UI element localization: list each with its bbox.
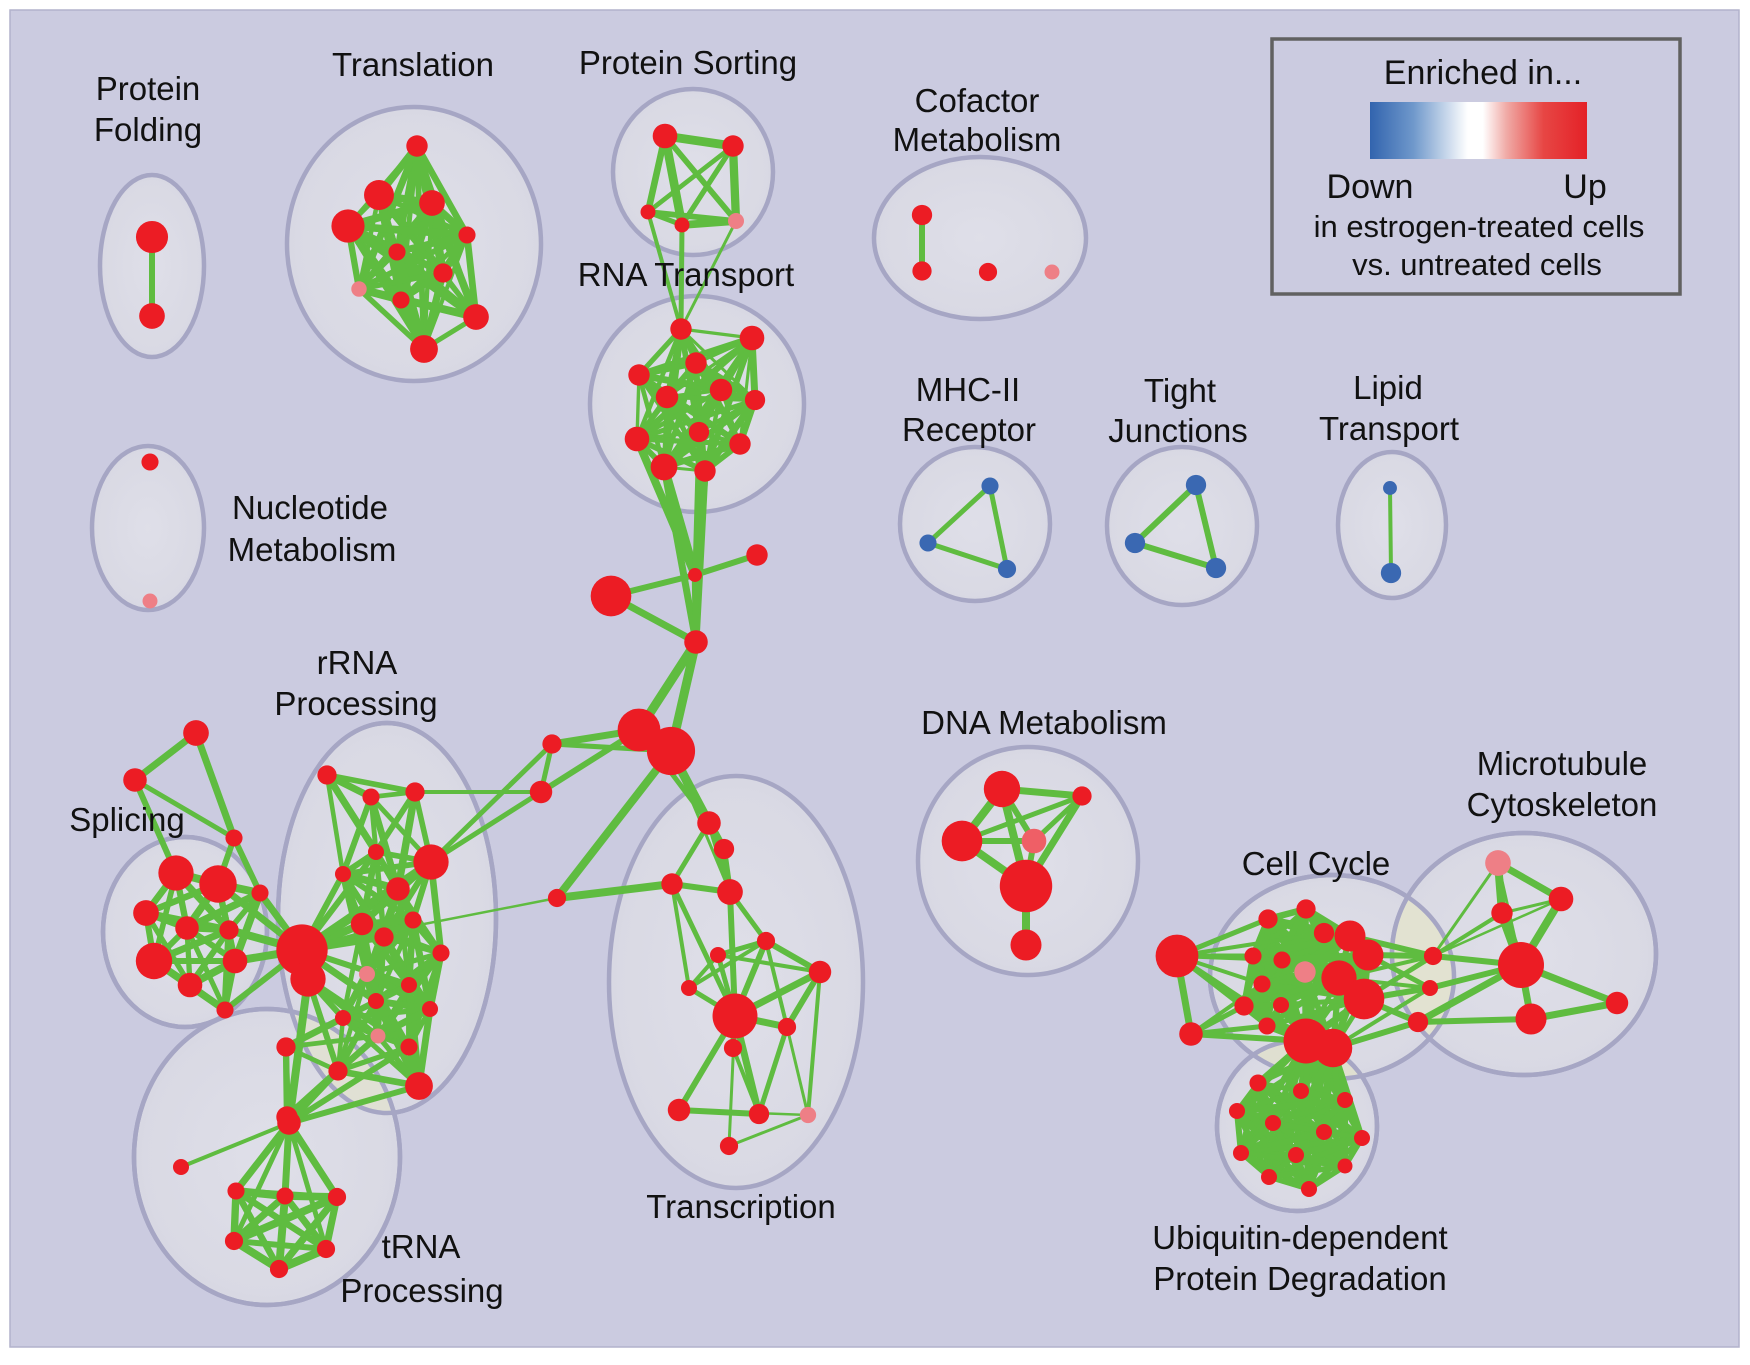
svg-text:Cofactor: Cofactor: [915, 82, 1040, 119]
svg-text:MHC-II: MHC-II: [916, 371, 1020, 408]
svg-text:RNA Transport: RNA Transport: [578, 256, 794, 293]
svg-text:Cytoskeleton: Cytoskeleton: [1467, 786, 1658, 823]
svg-text:DNA Metabolism: DNA Metabolism: [921, 704, 1167, 741]
svg-text:Protein Degradation: Protein Degradation: [1153, 1260, 1447, 1297]
svg-text:Ubiquitin-dependent: Ubiquitin-dependent: [1152, 1219, 1447, 1256]
svg-text:rRNA: rRNA: [317, 644, 398, 681]
svg-text:Metabolism: Metabolism: [228, 531, 397, 568]
svg-text:vs. untreated cells: vs. untreated cells: [1352, 247, 1602, 282]
svg-text:Metabolism: Metabolism: [893, 121, 1062, 158]
svg-text:Receptor: Receptor: [902, 411, 1036, 448]
svg-text:tRNA: tRNA: [382, 1228, 461, 1265]
svg-text:Tight: Tight: [1144, 372, 1216, 409]
svg-text:Microtubule: Microtubule: [1477, 745, 1648, 782]
svg-text:Processing: Processing: [340, 1272, 503, 1309]
svg-text:in estrogen-treated cells: in estrogen-treated cells: [1314, 209, 1645, 244]
svg-text:Splicing: Splicing: [69, 801, 185, 838]
svg-text:Up: Up: [1563, 168, 1606, 206]
svg-text:Processing: Processing: [274, 685, 437, 722]
svg-text:Translation: Translation: [332, 46, 494, 83]
svg-text:Protein: Protein: [96, 70, 201, 107]
svg-text:Transport: Transport: [1319, 410, 1459, 447]
svg-text:Folding: Folding: [94, 111, 202, 148]
svg-text:Lipid: Lipid: [1353, 369, 1423, 406]
svg-text:Enriched in...: Enriched in...: [1384, 54, 1582, 92]
svg-text:Nucleotide: Nucleotide: [232, 489, 388, 526]
svg-text:Transcription: Transcription: [646, 1188, 836, 1225]
svg-text:Junctions: Junctions: [1108, 412, 1247, 449]
svg-text:Cell Cycle: Cell Cycle: [1242, 845, 1391, 882]
svg-text:Down: Down: [1327, 168, 1414, 206]
svg-text:Protein Sorting: Protein Sorting: [579, 44, 797, 81]
